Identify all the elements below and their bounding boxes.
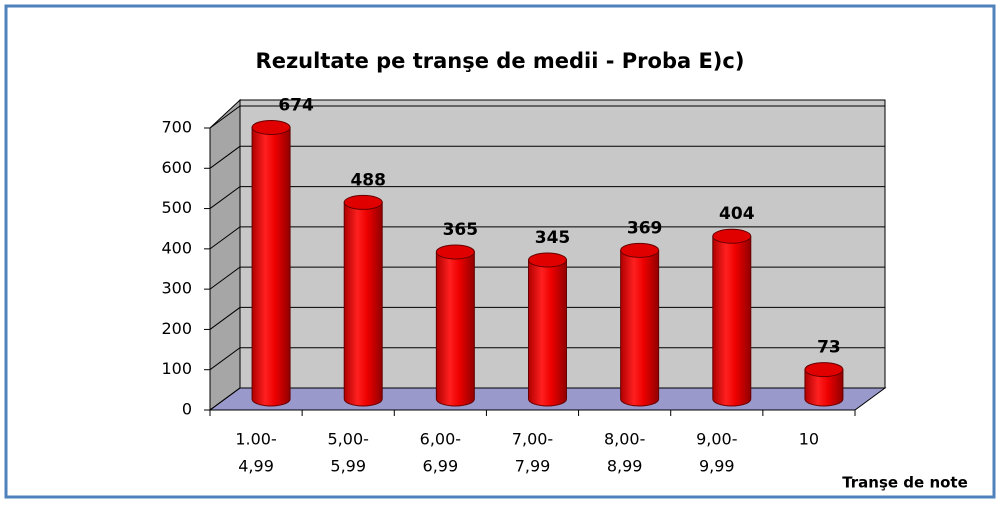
data-label: 73 [817, 338, 841, 358]
x-tick-label: 9,99 [699, 457, 735, 476]
data-label: 365 [443, 220, 479, 240]
x-tick-label: 5,00- [328, 430, 369, 449]
y-tick-label: 400 [161, 238, 192, 257]
x-tick-label: 9,00- [696, 430, 737, 449]
data-label: 345 [535, 228, 571, 248]
data-label: 488 [350, 170, 386, 190]
x-tick-label: 7,00- [512, 430, 553, 449]
y-tick-label: 600 [161, 158, 192, 177]
side-wall [209, 98, 241, 411]
y-tick-label: 100 [161, 359, 192, 378]
y-tick-label: 300 [161, 279, 192, 298]
grid-line [209, 266, 885, 290]
bar-top [620, 242, 660, 258]
bar [712, 235, 752, 407]
y-tick-label: 500 [161, 198, 192, 217]
y-tick-label: 0 [182, 400, 192, 419]
x-tick-label: 6,00- [420, 430, 461, 449]
grid-line [209, 347, 885, 371]
grid-line [209, 226, 885, 250]
grid-line [209, 306, 885, 330]
x-tick-label: 1.00- [235, 430, 276, 449]
data-label: 674 [278, 95, 314, 115]
bar-top [343, 194, 383, 210]
chart-title: Rezultate pe tranşe de medii - Proba E)c… [256, 49, 745, 73]
bar [528, 259, 567, 407]
x-tick-label: 8,99 [607, 457, 643, 476]
x-tick-label: 5,99 [330, 457, 366, 476]
bar [620, 249, 660, 407]
bar-top [804, 362, 844, 378]
bar [343, 201, 383, 407]
bar-top [712, 228, 752, 244]
grid-line [209, 387, 885, 411]
bar [435, 251, 475, 407]
y-tick-label: 700 [161, 118, 192, 137]
x-tick-label: 4,99 [238, 457, 274, 476]
x-tick-label: 10 [799, 430, 819, 449]
data-label: 404 [719, 204, 755, 224]
x-axis-label: Tranşe de note [842, 474, 968, 492]
x-tick-label: 6,99 [423, 457, 459, 476]
grid-line [209, 145, 885, 169]
grid-line [209, 186, 885, 209]
bar [804, 369, 844, 407]
x-tick-label: 7,99 [515, 457, 551, 476]
data-label: 369 [627, 218, 663, 238]
x-tick-label: 8,00- [604, 430, 645, 449]
grid-line [209, 105, 885, 129]
y-tick-label: 200 [161, 319, 192, 338]
bar-top [435, 244, 475, 260]
bar [251, 126, 291, 407]
bar-top [251, 119, 291, 135]
bar-top [528, 252, 567, 268]
